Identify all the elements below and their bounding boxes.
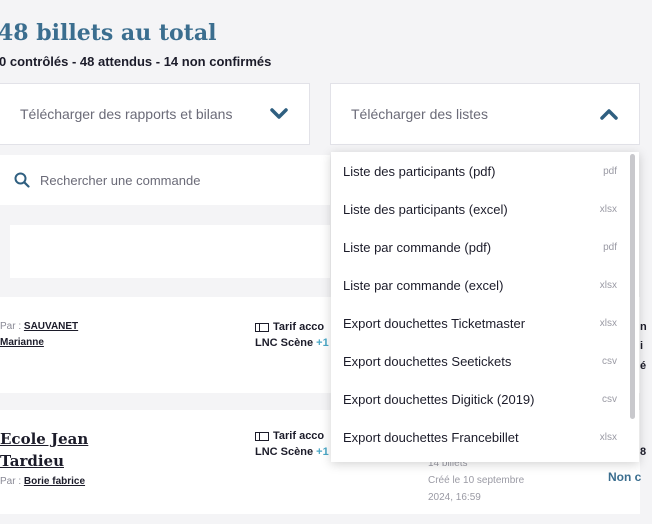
created-date-line: Créé le 10 septembre (428, 475, 525, 486)
order-owner: Par : Borie fabrice (0, 476, 85, 487)
menu-item-label: Liste par commande (pdf) (343, 239, 492, 255)
menu-item-label: Export douchettes Digitick (2019) (343, 391, 535, 407)
download-reports-label: Télécharger des rapports et bilans (20, 106, 233, 122)
file-format-label: csv (602, 393, 617, 405)
menu-item-export[interactable]: Export douchettes Seetickets csv (331, 342, 639, 380)
chevron-down-icon (270, 108, 288, 119)
menu-item-export[interactable]: Liste par commande (excel) xlsx (331, 266, 639, 304)
menu-item-label: Liste des participants (pdf) (343, 163, 496, 179)
tariff-text: Tarif acco (273, 430, 325, 442)
menu-item-label: Liste par commande (excel) (343, 277, 504, 293)
search-icon (14, 172, 30, 188)
menu-item-export[interactable]: Liste des participants (excel) xlsx (331, 190, 639, 228)
menu-item-label: Export douchettes Francebillet (343, 429, 519, 445)
truncated-text: 8 (640, 446, 647, 458)
scene-label: LNC Scène +1 (255, 337, 329, 349)
scene-label: LNC Scène +1 (255, 446, 329, 458)
file-format-label: xlsx (599, 317, 617, 329)
tariff-label: Tarif acco (255, 321, 324, 333)
file-format-label: pdf (603, 165, 617, 177)
owner-name-link[interactable]: SAUVANET (23, 321, 79, 332)
truncated-text: é (640, 360, 647, 372)
ticket-icon (255, 431, 269, 441)
download-lists-menu: Liste des participants (pdf) pdf Liste des… (331, 152, 639, 462)
download-reports-button[interactable]: Télécharger des rapports et bilans (0, 83, 310, 145)
truncated-text: n (640, 321, 647, 333)
file-format-label: xlsx (599, 203, 617, 215)
dropdown-scrollbar[interactable] (630, 154, 635, 419)
file-format-label: xlsx (599, 431, 617, 443)
search-input[interactable]: Rechercher une commande (0, 155, 330, 205)
menu-item-label: Export douchettes Seetickets (343, 353, 512, 369)
order-title-line: Tardieu (0, 452, 64, 470)
menu-item-export[interactable]: Export douchettes Digitick (2019) csv (331, 380, 639, 418)
menu-item-label: Liste des participants (excel) (343, 201, 508, 217)
page-title: 48 billets au total (0, 20, 217, 46)
order-title[interactable]: Ecole Jean Tardieu (0, 428, 88, 472)
file-format-label: xlsx (599, 279, 617, 291)
order-owner: Par : SAUVANET (0, 321, 78, 332)
search-placeholder: Rechercher une commande (40, 172, 201, 188)
par-prefix: Par : (0, 476, 24, 487)
scene-extra: +1 (316, 446, 329, 458)
ticket-icon (255, 322, 269, 332)
tickets-summary: 0 contrôlés - 48 attendus - 14 non confi… (0, 54, 272, 69)
owner-name-link[interactable]: Marianne (0, 337, 44, 348)
menu-item-export[interactable]: Export douchettes Francebillet xlsx (331, 418, 639, 456)
chevron-up-icon (600, 109, 618, 120)
tariff-label: Tarif acco (255, 430, 324, 442)
download-lists-button[interactable]: Télécharger des listes (330, 83, 640, 145)
order-title-line: Ecole Jean (0, 430, 89, 448)
file-format-label: csv (602, 355, 617, 367)
created-date: Créé le 10 septembre 2024, 16:59 (428, 472, 524, 506)
download-lists-label: Télécharger des listes (351, 106, 488, 122)
truncated-text: i (640, 340, 644, 352)
filter-box[interactable] (10, 225, 330, 278)
scene-text: LNC Scène (255, 446, 314, 458)
status-badge: Non c (608, 470, 642, 484)
file-format-label: pdf (603, 241, 617, 253)
par-prefix: Par : (0, 321, 24, 332)
menu-item-export[interactable]: Export douchettes Ticketmaster xlsx (331, 304, 639, 342)
tariff-text: Tarif acco (273, 321, 325, 333)
scene-extra: +1 (316, 337, 329, 349)
owner-name-link[interactable]: Borie fabrice (23, 476, 86, 487)
created-date-line: 2024, 16:59 (428, 492, 481, 503)
menu-item-label: Export douchettes Ticketmaster (343, 315, 526, 331)
menu-item-export[interactable]: Liste par commande (pdf) pdf (331, 228, 639, 266)
scene-text: LNC Scène (255, 337, 314, 349)
menu-item-export[interactable]: Liste des participants (pdf) pdf (331, 152, 639, 190)
tickets-count: 14 billets (428, 458, 468, 469)
